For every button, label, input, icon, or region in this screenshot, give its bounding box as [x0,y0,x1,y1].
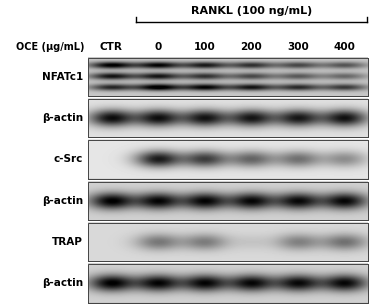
Text: β-actin: β-actin [42,196,83,206]
Text: NFATc1: NFATc1 [42,72,83,82]
Bar [88,140,368,178]
Bar [88,99,368,137]
Text: 200: 200 [240,42,262,52]
Text: TRAP: TRAP [52,237,83,247]
Text: 400: 400 [334,42,356,52]
Text: 300: 300 [287,42,309,52]
Bar [88,99,368,137]
Text: RANKL (100 ng/mL): RANKL (100 ng/mL) [191,6,312,16]
Bar [88,264,368,303]
Text: β-actin: β-actin [42,113,83,123]
Bar [88,58,368,96]
Text: 100: 100 [194,42,216,52]
Bar [88,264,368,303]
Bar [88,140,368,178]
Bar [88,223,368,261]
Bar [88,223,368,261]
Text: c-Src: c-Src [54,154,83,164]
Text: CTR: CTR [100,42,123,52]
Text: β-actin: β-actin [42,278,83,288]
Bar [88,181,368,220]
Text: 0: 0 [154,42,162,52]
Text: OCE (μg/mL): OCE (μg/mL) [16,42,84,52]
Bar [88,58,368,96]
Bar [88,181,368,220]
